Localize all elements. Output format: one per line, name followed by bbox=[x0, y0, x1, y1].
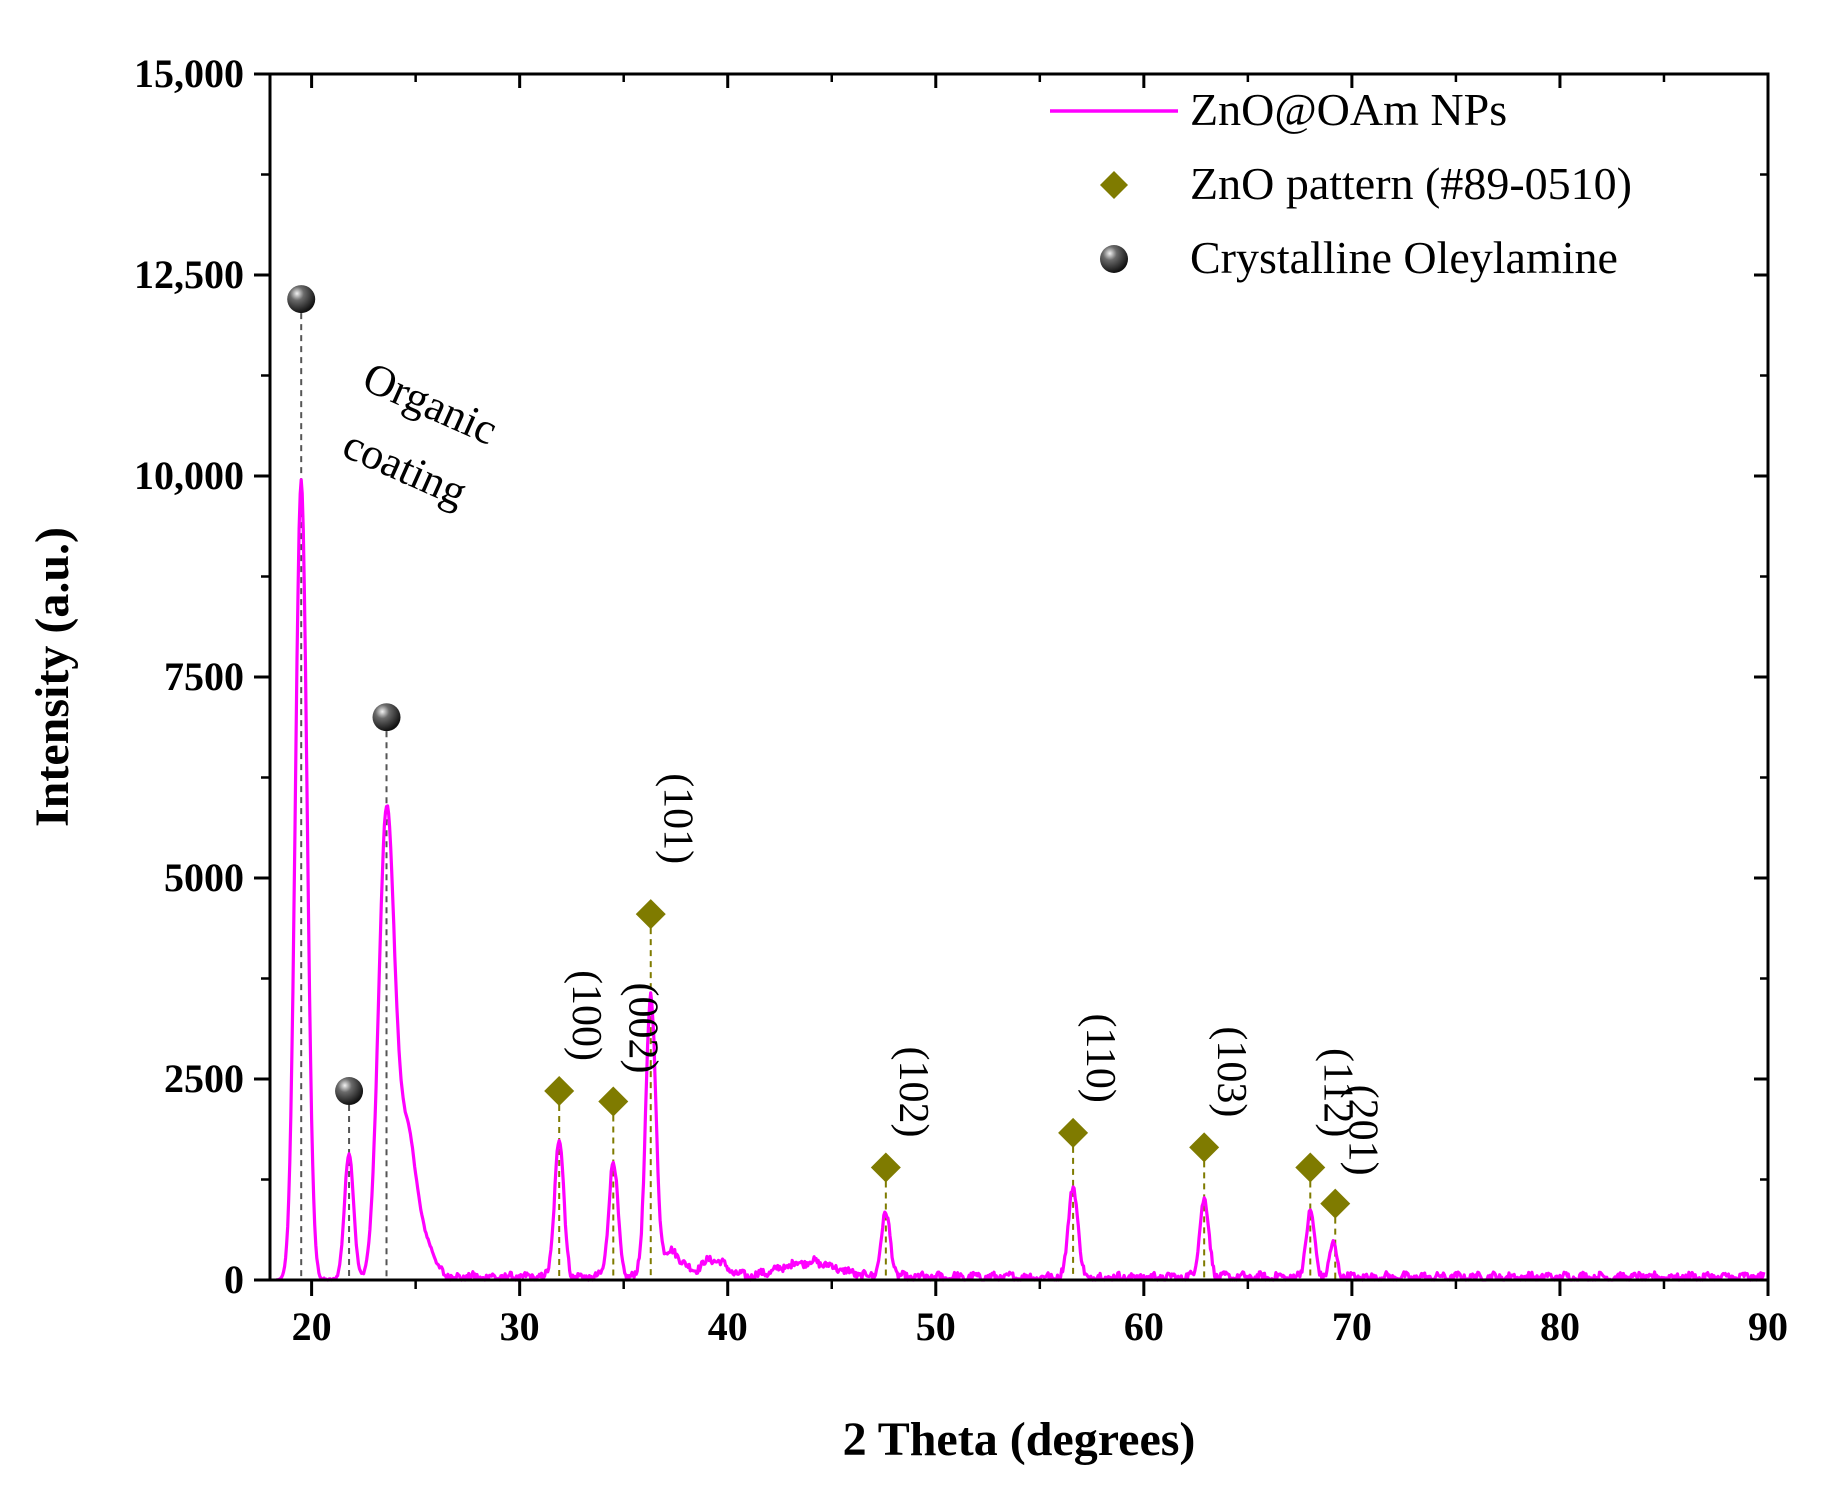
x-axis-title: 2 Theta (degrees) bbox=[843, 1413, 1196, 1466]
legend-sphere-swatch bbox=[1100, 245, 1128, 273]
reference-lines bbox=[300, 313, 1337, 1280]
y-tick-label: 7500 bbox=[164, 654, 244, 699]
series-line-zno-oam bbox=[275, 478, 1766, 1282]
x-tick-label: 60 bbox=[1124, 1304, 1164, 1349]
x-tick-label: 70 bbox=[1332, 1304, 1372, 1349]
y-tick-label: 5000 bbox=[164, 855, 244, 900]
x-tick-label: 90 bbox=[1748, 1304, 1788, 1349]
y-axis-title: Intensity (a.u.) bbox=[26, 527, 79, 827]
legend-label: Crystalline Oleylamine bbox=[1190, 232, 1618, 283]
x-tick-label: 80 bbox=[1540, 1304, 1580, 1349]
oleylamine-marker bbox=[372, 703, 401, 732]
hkl-label: (100) bbox=[563, 970, 609, 1061]
hkl-label: (112) bbox=[1314, 1048, 1360, 1137]
legend-diamond-swatch bbox=[1100, 171, 1128, 199]
series-layer bbox=[275, 478, 1766, 1282]
hkl-label: (002) bbox=[619, 983, 665, 1074]
y-tick-label: 15,000 bbox=[134, 51, 244, 96]
x-tick-label: 50 bbox=[916, 1304, 956, 1349]
x-tick-label: 40 bbox=[708, 1304, 748, 1349]
y-tick-label: 2500 bbox=[164, 1056, 244, 1101]
zno-marker bbox=[870, 1152, 901, 1183]
y-tick-label: 0 bbox=[224, 1257, 244, 1302]
zno-marker bbox=[635, 899, 666, 930]
x-tick-label: 20 bbox=[292, 1304, 332, 1349]
hkl-label: (102) bbox=[890, 1046, 936, 1137]
legend-label: ZnO pattern (#89-0510) bbox=[1190, 158, 1632, 209]
y-tick-label: 12,500 bbox=[134, 252, 244, 297]
oleylamine-marker bbox=[335, 1077, 364, 1106]
zno-marker bbox=[1320, 1188, 1351, 1219]
axes: 20 30 40 50 60 70 80 90 0 2500 5000 7500 10,000 12,50… bbox=[26, 51, 1788, 1466]
legend-label: ZnO@OAm NPs bbox=[1190, 84, 1507, 135]
legend: ZnO@OAm NPs ZnO pattern (#89-0510) Crystal… bbox=[1050, 84, 1632, 283]
hkl-label: (103) bbox=[1208, 1026, 1254, 1117]
zno-marker bbox=[544, 1076, 575, 1107]
hkl-label: (201) bbox=[1339, 1085, 1385, 1176]
marker-layer bbox=[287, 285, 1351, 1219]
zno-marker bbox=[598, 1086, 629, 1117]
zno-marker bbox=[1295, 1152, 1326, 1183]
oleylamine-marker bbox=[287, 285, 316, 314]
labels: (100) (002) (101) (102) (110) (103) (112)(201)… bbox=[336, 352, 1385, 1175]
y-tick-label: 10,000 bbox=[134, 453, 244, 498]
zno-marker bbox=[1189, 1132, 1220, 1163]
x-tick-label: 30 bbox=[500, 1304, 540, 1349]
hkl-label: (110) bbox=[1077, 1013, 1123, 1102]
hkl-label: (101) bbox=[655, 773, 701, 864]
zno-marker bbox=[1058, 1117, 1089, 1148]
